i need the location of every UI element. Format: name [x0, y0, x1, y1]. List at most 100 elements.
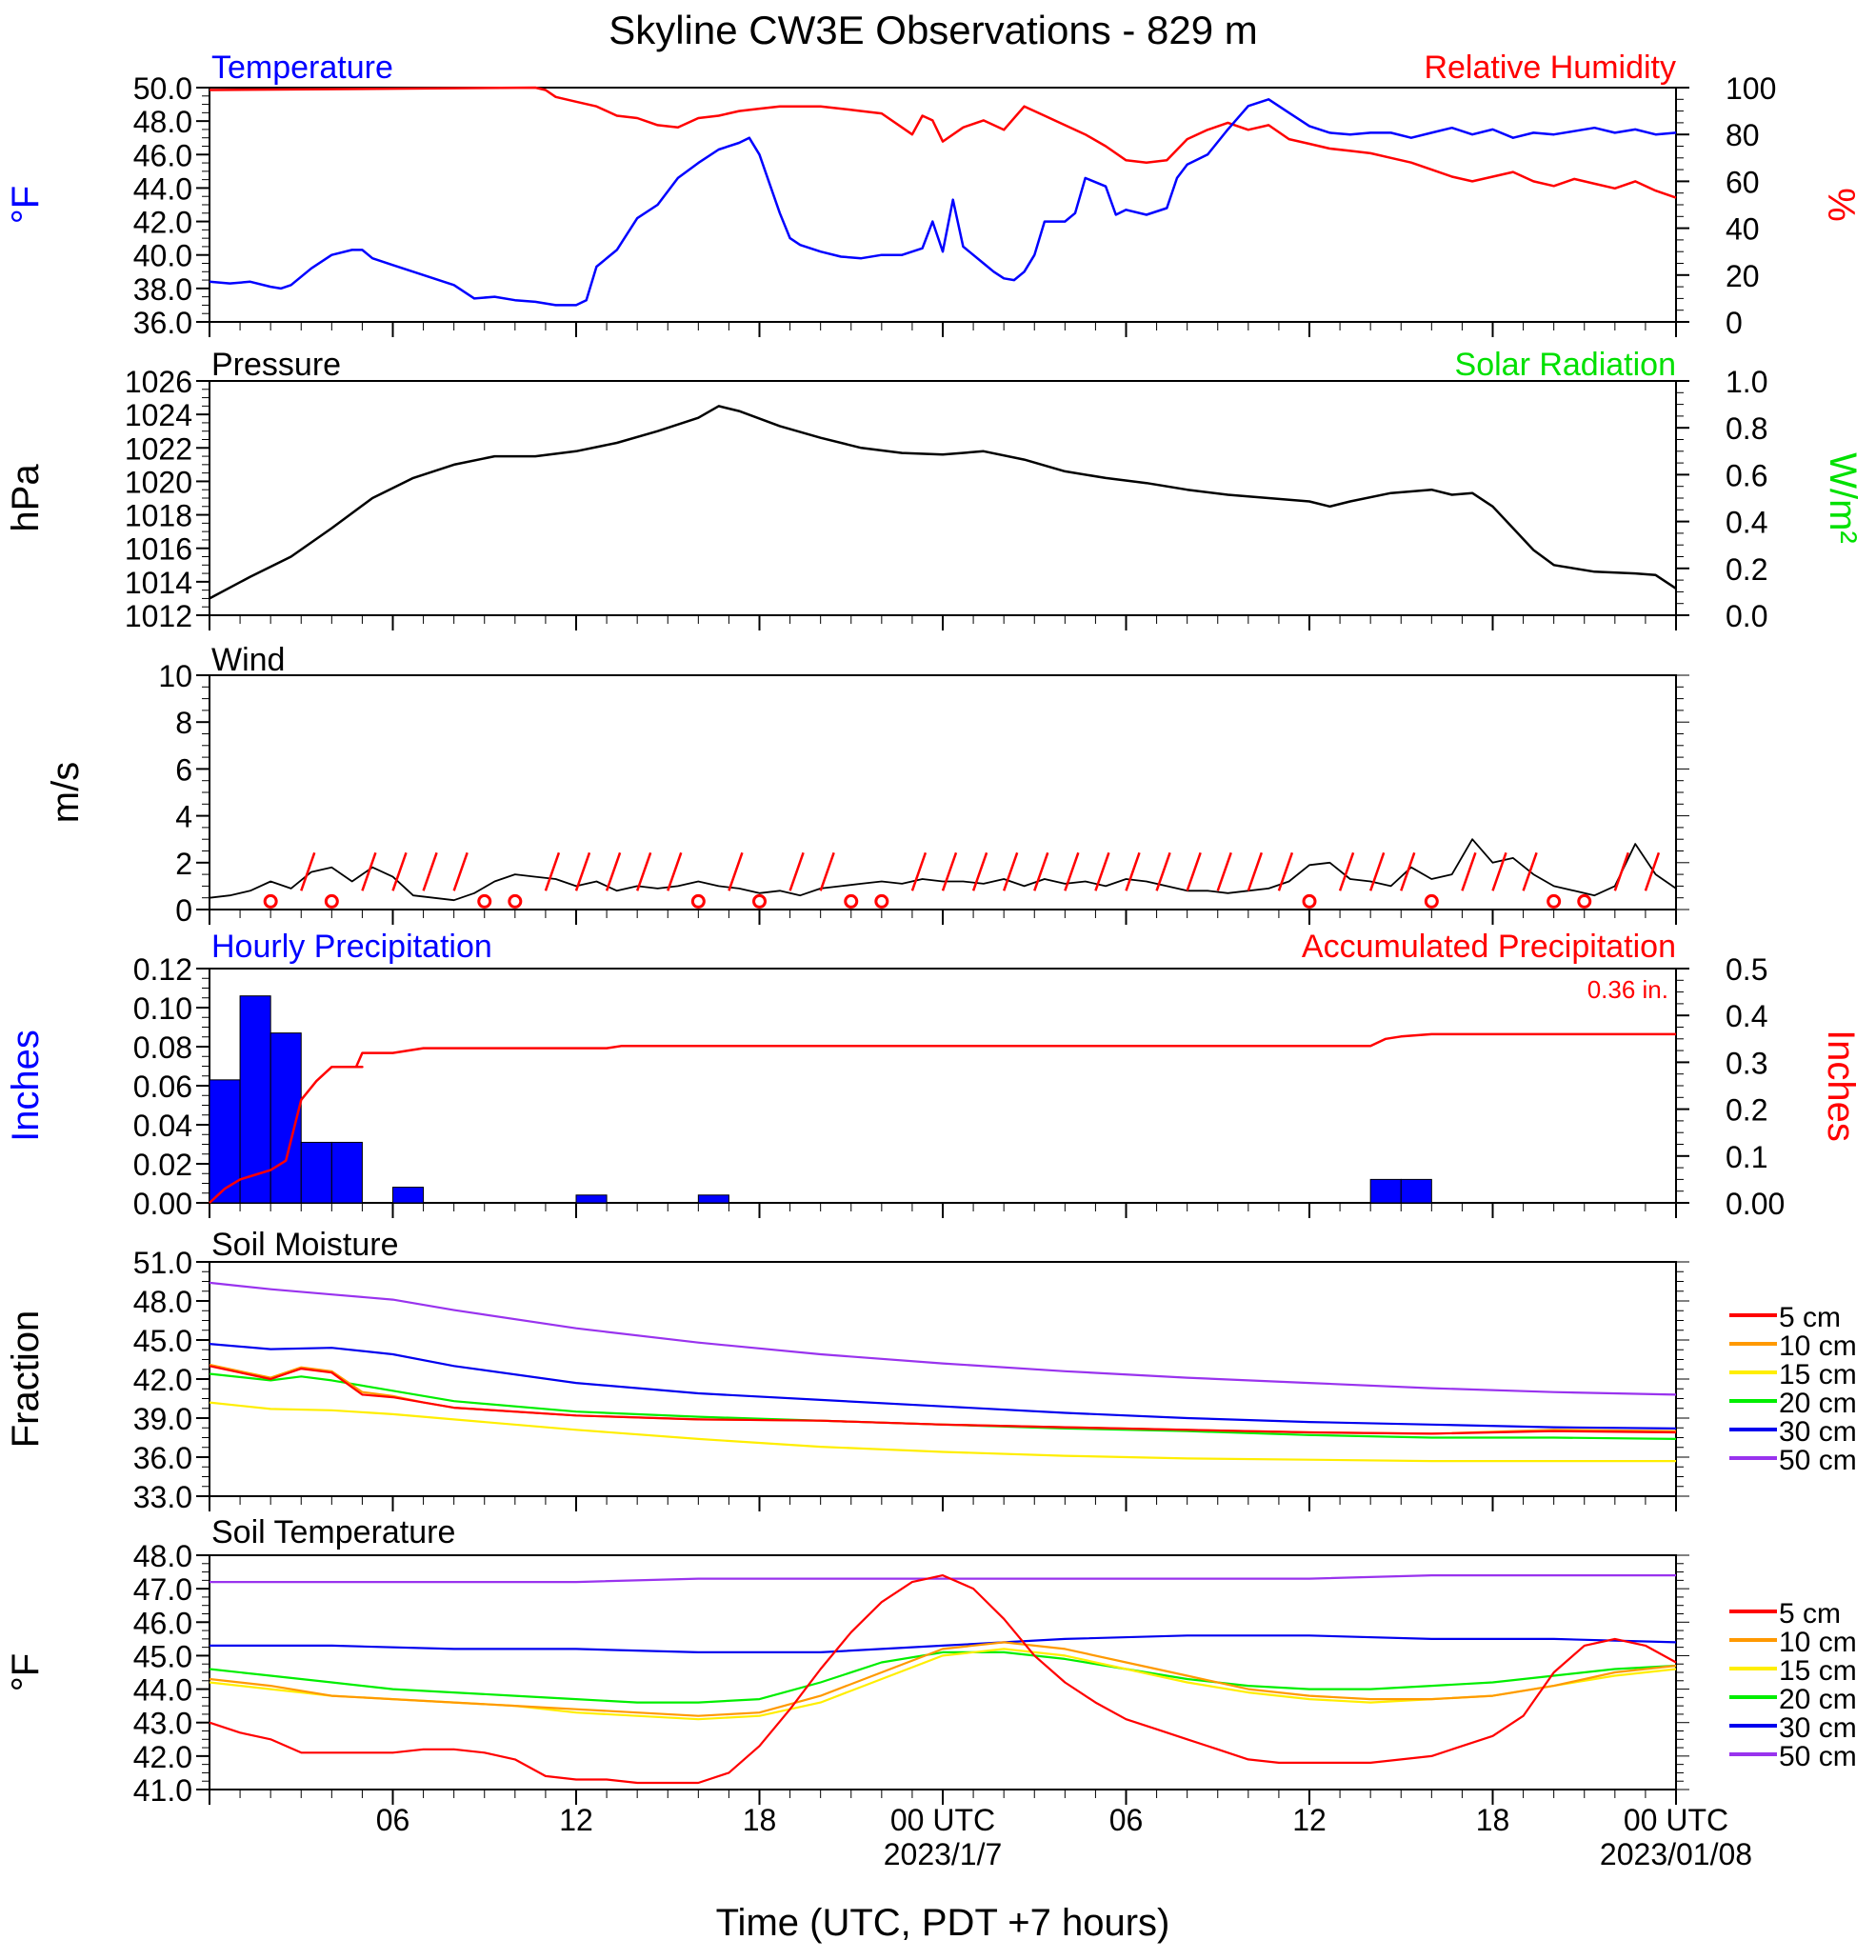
left-tick-label: 40.0 [133, 239, 192, 273]
left-tick-label: 46.0 [133, 1606, 192, 1640]
temperature-line [209, 98, 1677, 307]
x-axis-title: Time (UTC, PDT +7 hours) [716, 1902, 1170, 1944]
soil-temperature-line-10cm [209, 1641, 1677, 1717]
left-tick-label: 0.02 [133, 1148, 192, 1182]
right-tick-label: 0 [1726, 306, 1743, 340]
calm-wind-marker [874, 893, 889, 909]
left-tick-label: 36.0 [133, 1441, 192, 1475]
wind-barb [1094, 851, 1110, 891]
left-tick-label: 42.0 [133, 1363, 192, 1397]
x-tick-label: 12 [559, 1803, 593, 1837]
calm-wind-marker [477, 893, 492, 909]
pressure-label: Pressure [211, 347, 341, 383]
hourly-precip-bar [697, 1194, 729, 1204]
soil-moisture-lines [209, 1281, 1677, 1463]
wind-barb [544, 851, 561, 891]
soil-moisture-ticks: 51.0 48.0 45.0 42.0 39.0 36.0 33.0 [133, 1246, 210, 1514]
left-tick-label: 0.06 [133, 1070, 192, 1104]
panel-soil-moisture: Soil Moisture Fraction 51.0 48.0 45.0 42.0 3… [5, 1227, 1857, 1514]
left-tick-label: 36.0 [133, 306, 192, 340]
x-tick-label: 18 [743, 1803, 777, 1837]
chart-title: Skyline CW3E Observations - 829 m [609, 8, 1258, 52]
wind-barb [1002, 851, 1019, 891]
soil-temperature-lines [209, 1574, 1677, 1785]
accumulated-precip-ticks: 0.5 0.4 0.3 0.2 0.1 0.00 [1676, 952, 1785, 1221]
left-tick-label: 0.00 [133, 1187, 192, 1221]
wind-barb [910, 851, 928, 891]
wind-barb [452, 851, 469, 891]
left-tick-label: 0.10 [133, 991, 192, 1026]
left-tick-label: 1012 [125, 599, 192, 633]
calm-wind-marker [324, 893, 339, 909]
wind-barb [1216, 851, 1232, 891]
left-tick-label: 8 [175, 706, 192, 740]
left-tick-label: 42.0 [133, 1740, 192, 1774]
right-tick-label: 0.1 [1726, 1140, 1767, 1174]
humidity-ticks: 100 80 60 40 20 0 [1676, 71, 1776, 340]
wind-barb [1338, 851, 1355, 891]
right-tick-label: 0.8 [1726, 411, 1767, 446]
hourly-precip-bar [392, 1187, 425, 1204]
wind-barb [1491, 851, 1507, 891]
right-tick-label: 0.3 [1726, 1046, 1767, 1080]
left-tick-label: 2 [175, 847, 192, 881]
wind-barb [941, 851, 958, 891]
panel-precipitation: Hourly Precipitation Accumulated Precipi… [5, 929, 1862, 1221]
wind-barb [1400, 851, 1416, 891]
hourly-precip-ticks: 0.12 0.10 0.08 0.06 0.04 0.02 0.00 [133, 952, 210, 1221]
hourly-precip-bar [330, 1141, 363, 1204]
hourly-precip-unit: Inches [5, 1030, 47, 1142]
right-tick-label: 0.2 [1726, 552, 1767, 587]
relative-humidity-line [209, 86, 1677, 199]
soil-moisture-label: Soil Moisture [211, 1227, 399, 1263]
accumulated-precip-line [209, 1032, 1676, 1204]
soil-temperature-line-20cm [209, 1650, 1677, 1704]
left-tick-label: 48.0 [133, 1539, 192, 1573]
calm-wind-marker [752, 893, 767, 909]
wind-barb [422, 851, 438, 891]
soil-temperature-line-5cm [209, 1574, 1677, 1785]
wind-barb [1064, 851, 1080, 891]
panel-soil-temperature: Soil Temperature °F 48.047.046.045.044.0… [5, 1514, 1857, 1808]
left-tick-label: 48.0 [133, 1285, 192, 1319]
legend-label: 10 cm [1779, 1330, 1857, 1362]
wind-barb [728, 851, 744, 891]
temperature-ticks: 50.048.046.044.042.040.038.036.0 [133, 71, 210, 340]
left-tick-label: 4 [175, 800, 192, 834]
legend-label: 50 cm [1779, 1741, 1857, 1772]
x-date-label: 2023/1/7 [884, 1837, 1003, 1871]
soil-moisture-line-50cm [209, 1281, 1677, 1396]
left-tick-label: 50.0 [133, 71, 192, 106]
left-tick-label: 42.0 [133, 206, 192, 240]
x-date-label: 2023/01/08 [1600, 1837, 1752, 1871]
left-tick-label: 43.0 [133, 1707, 192, 1741]
right-tick-label: 0.4 [1726, 506, 1767, 540]
left-tick-label: 1016 [125, 532, 192, 567]
wind-barb [605, 851, 622, 891]
left-tick-label: 33.0 [133, 1480, 192, 1514]
wind-barb [1186, 851, 1202, 891]
hourly-precip-bar [239, 995, 271, 1204]
right-tick-label: 100 [1726, 71, 1776, 106]
calm-wind-marker [844, 893, 859, 909]
left-tick-label: 41.0 [133, 1773, 192, 1808]
wind-barb [971, 851, 988, 891]
legend-label: 20 cm [1779, 1684, 1857, 1715]
x-tick-label: 12 [1292, 1803, 1327, 1837]
pressure-unit: hPa [5, 464, 47, 532]
legend-label: 20 cm [1779, 1388, 1857, 1419]
soil-temperature-xticks [209, 1790, 1677, 1805]
left-tick-label: 1018 [125, 499, 192, 533]
left-tick-label: 1014 [125, 566, 192, 600]
soil-temperature-ticks: 48.047.046.045.044.043.042.041.0 [133, 1539, 210, 1808]
accumulated-precip-unit: Inches [1820, 1030, 1862, 1142]
hourly-precip-bar [1400, 1178, 1432, 1204]
precip-total: 0.36 in. [1587, 975, 1668, 1004]
calm-wind-marker [1577, 893, 1592, 909]
calm-wind-marker [1424, 893, 1439, 909]
left-tick-label: 38.0 [133, 272, 192, 307]
wind-barb [1613, 851, 1630, 891]
right-tick-label: 0.2 [1726, 1093, 1767, 1128]
wind-right-ticks [1676, 674, 1689, 910]
soil-moisture-unit: Fraction [5, 1310, 47, 1449]
